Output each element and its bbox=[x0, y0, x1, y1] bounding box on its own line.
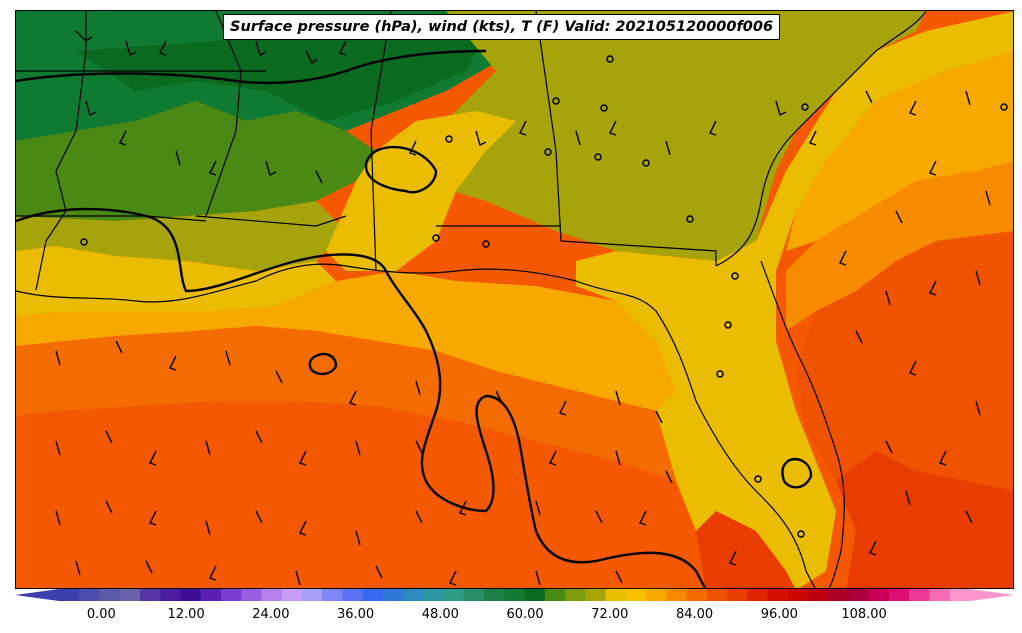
colorbar-segment bbox=[119, 589, 141, 601]
colorbar-segment bbox=[889, 589, 910, 601]
colorbar-segment bbox=[342, 589, 364, 601]
colorbar-segment bbox=[504, 589, 526, 601]
colorbar-segment bbox=[281, 589, 303, 601]
temperature-zone-olive-west bbox=[16, 201, 346, 271]
colorbar-segment bbox=[484, 589, 505, 601]
colorbar-segment bbox=[403, 589, 424, 601]
colorbar-segment bbox=[301, 589, 323, 601]
colorbar-segment bbox=[828, 589, 850, 601]
colorbar-segment bbox=[160, 589, 181, 601]
temperature-zone-deep-orange-gulf bbox=[16, 326, 676, 481]
colorbar-segment bbox=[261, 589, 283, 601]
temperature-map bbox=[16, 11, 1013, 588]
colorbar-tick-label: 108.00 bbox=[841, 607, 887, 622]
colorbar-segment bbox=[646, 589, 667, 601]
colorbar-segment bbox=[220, 589, 242, 601]
colorbar-segment bbox=[139, 589, 161, 601]
temperature-zone-yellow-southeast bbox=[576, 11, 1013, 588]
temperature-zone-green bbox=[16, 101, 376, 221]
colorbar-segment bbox=[686, 589, 708, 601]
colorbar-segment bbox=[99, 589, 121, 601]
colorbar-segment bbox=[463, 589, 485, 601]
colorbar-tick-label: 0.00 bbox=[86, 607, 116, 622]
colorbar-segment bbox=[747, 589, 769, 601]
colorbar-segment bbox=[59, 589, 80, 601]
temperature-zone-olive bbox=[416, 11, 926, 261]
temperature-zone-orange-gulf bbox=[16, 271, 676, 411]
colorbar-over-arrow bbox=[970, 589, 1014, 601]
colorbar-tick-label: 36.00 bbox=[336, 607, 375, 622]
colorbar-segment bbox=[443, 589, 465, 601]
colorbar-segment bbox=[544, 589, 566, 601]
station-markers bbox=[80, 55, 1008, 538]
colorbar-segment bbox=[423, 589, 445, 601]
colorbar-segment bbox=[929, 589, 951, 601]
colorbar-segment bbox=[79, 589, 100, 601]
colorbar-segment bbox=[180, 589, 202, 601]
colorbar-segment bbox=[200, 589, 222, 601]
temperature-zone-orange-atlantic bbox=[786, 51, 1013, 251]
wind-barbs bbox=[55, 30, 991, 586]
boundary-lines bbox=[16, 11, 927, 588]
colorbar-segment bbox=[322, 589, 343, 601]
temperature-zone-darker-red-atlantic bbox=[836, 451, 1013, 588]
colorbar-segment bbox=[625, 589, 647, 601]
colorbar-tick-label: 96.00 bbox=[760, 607, 798, 622]
colorbar-tick-label: 84.00 bbox=[675, 607, 714, 622]
colorbar-segment bbox=[909, 589, 931, 601]
colorbar-segment bbox=[848, 589, 870, 601]
colorbar-segment bbox=[808, 589, 829, 601]
colorbar-segment bbox=[585, 589, 607, 601]
temperature-zone-orange-atlantic-south bbox=[786, 161, 1013, 331]
colorbar-tick-label: 24.00 bbox=[252, 607, 290, 622]
colorbar-segment bbox=[727, 589, 748, 601]
colorbar-segment bbox=[787, 589, 809, 601]
colorbar-segment bbox=[706, 589, 728, 601]
map-panel bbox=[15, 10, 1014, 589]
colorbar-segment bbox=[524, 589, 546, 601]
pressure-contours bbox=[16, 49, 813, 588]
map-title: Surface pressure (hPa), wind (kts), T (F… bbox=[223, 14, 781, 40]
colorbar-tick-label: 48.00 bbox=[421, 607, 459, 622]
temperature-colorbar bbox=[15, 589, 1014, 601]
colorbar-tick-label: 72.00 bbox=[591, 607, 629, 622]
colorbar-segment bbox=[767, 589, 789, 601]
temperature-zone-darker-red-gulf bbox=[696, 511, 795, 588]
colorbar-segment bbox=[605, 589, 627, 601]
colorbar-tick-label: 12.00 bbox=[167, 607, 205, 622]
colorbar-segment bbox=[949, 589, 971, 601]
colorbar-segment bbox=[565, 589, 586, 601]
colorbar-segment bbox=[382, 589, 404, 601]
colorbar-segment bbox=[241, 589, 262, 601]
colorbar-segment bbox=[868, 589, 890, 601]
colorbar-under-arrow bbox=[15, 589, 59, 601]
colorbar-segment bbox=[666, 589, 688, 601]
colorbar-tick-label: 60.00 bbox=[506, 607, 544, 622]
colorbar-segment bbox=[362, 589, 384, 601]
